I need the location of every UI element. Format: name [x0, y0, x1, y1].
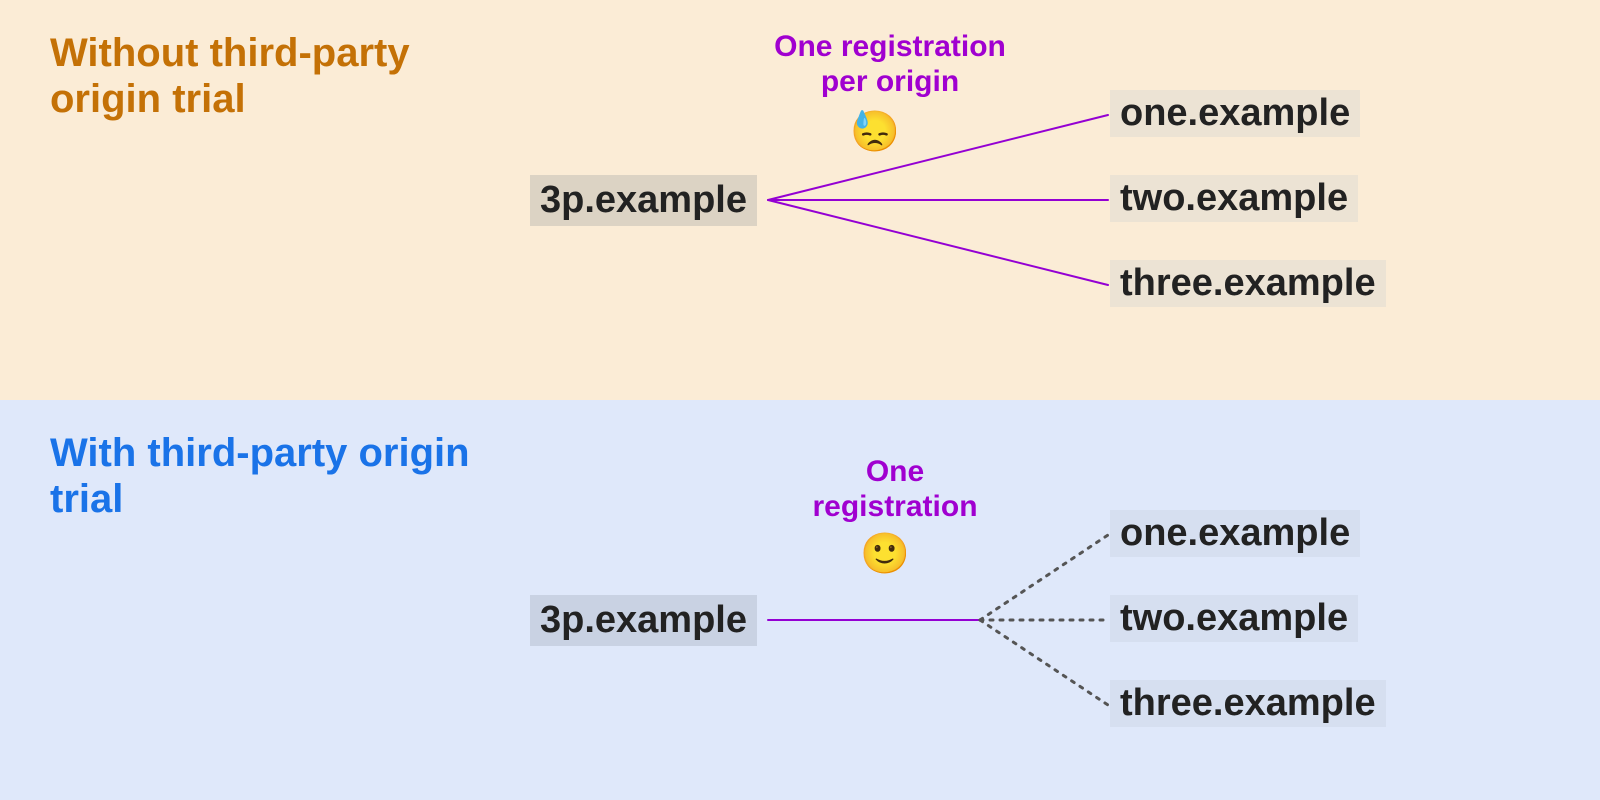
target-node-one-top: one.example [1110, 90, 1360, 137]
target-node-one-bottom: one.example [1110, 510, 1360, 557]
source-node-top: 3p.example [530, 175, 757, 226]
source-node-bottom: 3p.example [530, 595, 757, 646]
target-node-two-top: two.example [1110, 175, 1358, 222]
sad-emoji-icon: 😓 [850, 108, 900, 155]
panel-with-third-party: With third-party origin trial 3p.example… [0, 400, 1600, 800]
happy-emoji-icon: 🙂 [860, 530, 910, 577]
target-node-two-bottom: two.example [1110, 595, 1358, 642]
target-node-three-bottom: three.example [1110, 680, 1386, 727]
panel-title-with: With third-party origin trial [50, 430, 480, 522]
panel-without-third-party: Without third-party origin trial 3p.exam… [0, 0, 1600, 400]
panel-title-without: Without third-party origin trial [50, 30, 480, 122]
caption-bottom: Oneregistration [790, 455, 1000, 524]
target-node-three-top: three.example [1110, 260, 1386, 307]
caption-top: One registrationper origin [740, 30, 1040, 99]
